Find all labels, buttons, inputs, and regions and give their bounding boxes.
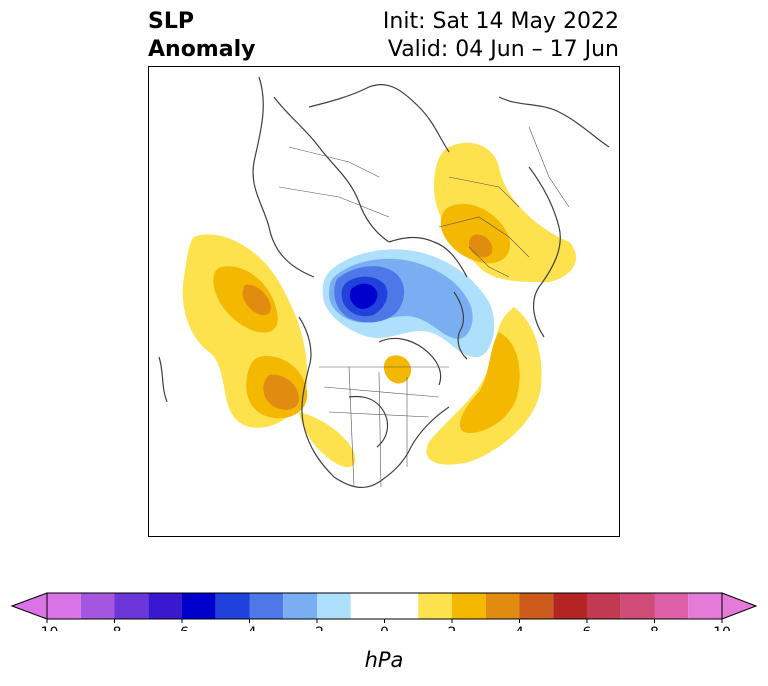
colorbar: -10 -8 -6 -4 -2 0 2 4 6 8 10 — [10, 592, 758, 631]
title-line-slp: SLP — [148, 9, 194, 34]
title-line-anomaly: Anomaly — [148, 37, 256, 62]
colorbar-tick-label: 6 — [583, 625, 592, 631]
colorbar-bin — [182, 593, 216, 619]
anomaly-positive-pacific — [182, 234, 356, 468]
colorbar-tick-label: -6 — [175, 625, 189, 631]
country-borders — [278, 126, 570, 488]
colorbar-bin — [688, 593, 722, 619]
colorbar-tick-label: 10 — [713, 625, 731, 631]
anomaly-negative-arctic — [322, 249, 495, 358]
valid-period: Valid: 04 Jun – 17 Jun — [387, 37, 619, 62]
colorbar-tick-label: -10 — [36, 625, 59, 631]
colorbar-bin — [148, 593, 182, 619]
colorbar-extend-high — [721, 592, 758, 620]
colorbar-bin — [80, 593, 115, 619]
colorbar-tick-label: -2 — [310, 625, 324, 631]
slp-anomaly-map — [148, 66, 620, 537]
colorbar-bin — [654, 593, 689, 619]
colorbar-bin — [587, 593, 621, 619]
anomaly-positive-atlantic — [383, 307, 542, 465]
colorbar-bin — [114, 593, 149, 619]
colorbar-bin — [47, 593, 81, 619]
colorbar-extend-low — [10, 592, 48, 620]
colorbar-bin — [519, 593, 554, 619]
colorbar-bin — [452, 593, 486, 619]
colorbar-tick-label: -4 — [243, 625, 257, 631]
coastlines — [158, 76, 610, 489]
colorbar-bin — [317, 593, 351, 619]
plot-title-right: Init: Sat 14 May 2022 Valid: 04 Jun – 17… — [383, 8, 619, 64]
colorbar-bin — [249, 593, 284, 619]
colorbar-bin — [485, 593, 520, 619]
colorbar-bin — [620, 593, 655, 619]
colorbar-tick-label: -8 — [108, 625, 122, 631]
colorbar-tick-label: 4 — [515, 625, 524, 631]
colorbar-tick-label: 2 — [448, 625, 457, 631]
plot-title-left: SLP Anomaly — [148, 8, 255, 64]
colorbar-bin — [215, 593, 250, 619]
colorbar-unit-label: hPa — [364, 648, 404, 672]
map-svg — [158, 76, 610, 489]
colorbar-tick-label: 8 — [650, 625, 659, 631]
colorbar-tick-label: 0 — [380, 625, 389, 631]
colorbar-bin — [418, 593, 452, 619]
colorbar-bin — [350, 593, 419, 619]
colorbar-bin — [553, 593, 587, 619]
init-date: Init: Sat 14 May 2022 — [382, 9, 619, 34]
colorbar-bin — [283, 593, 317, 619]
